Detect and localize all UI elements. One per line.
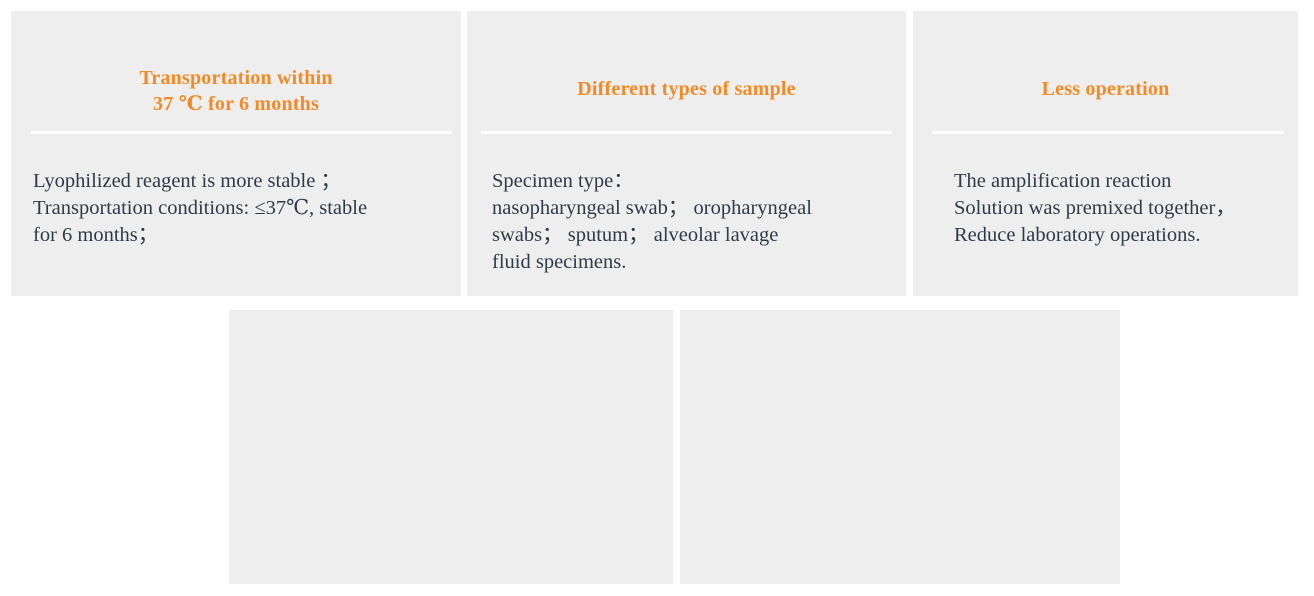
card-title-transportation: Transportation within 37 ℃ for 6 months [139, 67, 333, 115]
card-divider-transportation [31, 131, 452, 134]
card-title-sample-types: Different types of sample [577, 78, 796, 100]
card-divider-less-operation [932, 131, 1284, 134]
card-transportation: Transportation within 37 ℃ for 6 months … [11, 11, 461, 296]
card-body-sample-types: Specimen type： nasopharyngeal swab； orop… [492, 170, 812, 273]
card-high-sensitivity: High sensitivity The Limit of Detection … [229, 310, 673, 584]
card-body-less-operation: The amplification reaction Solution was … [954, 170, 1236, 246]
card-less-operation: Less operation The amplification reactio… [913, 11, 1298, 296]
card-title-less-operation: Less operation [1041, 78, 1170, 100]
card-divider-sample-types [481, 131, 892, 134]
card-body-transportation: Lyophilized reagent is more stable ； Tra… [33, 170, 368, 246]
card-faster: Faster It only takes 30 minutes to test … [680, 310, 1120, 584]
card-sample-types: Different types of sample Specimen type：… [467, 11, 906, 296]
